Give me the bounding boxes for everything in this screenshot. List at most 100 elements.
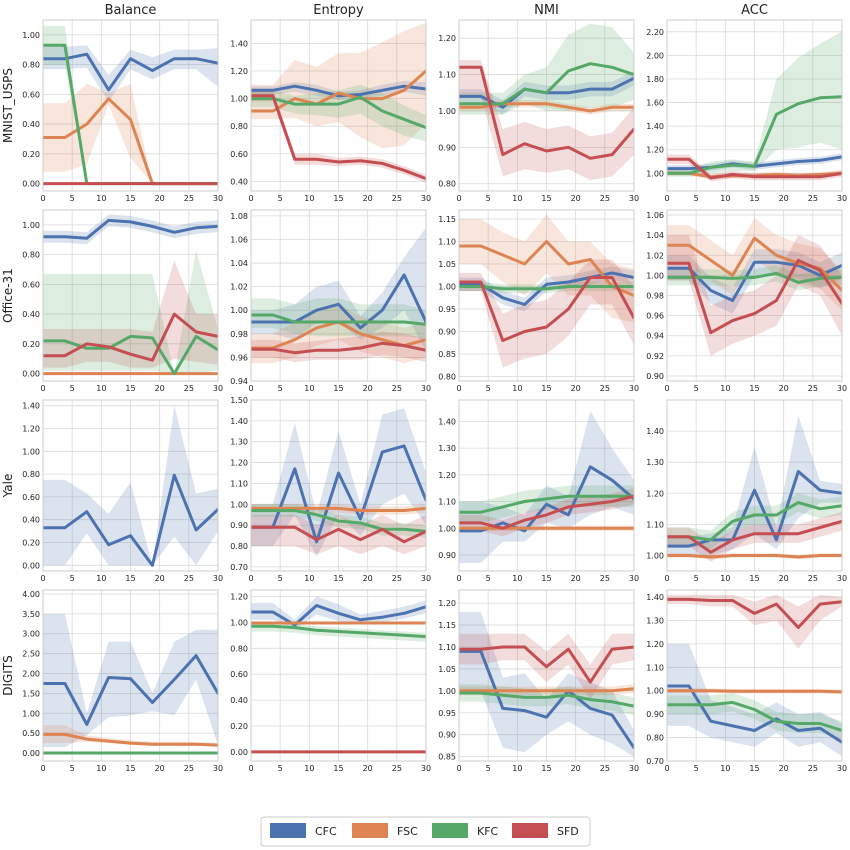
- x-tick-label: 30: [421, 764, 431, 773]
- x-tick-label: 0: [248, 574, 253, 583]
- subplot-2-0: 0 5 10 15 20 25 30 0.00 0.20 0.40 0.60 0.80 1.00 1.20…: [22, 399, 223, 583]
- y-tick-label: 1.08: [230, 212, 248, 221]
- x-tick-label: 0: [456, 764, 461, 773]
- plot-border: [666, 209, 843, 382]
- line-sfd: [459, 494, 634, 530]
- line-fsc: [251, 506, 426, 512]
- x-tick-label: 15: [125, 194, 135, 203]
- x-tick-label: 15: [749, 194, 759, 203]
- y-tick-label: 1.40: [22, 402, 40, 411]
- y-tick-label: 0.00: [22, 561, 40, 570]
- y-tick-label: 1.10: [646, 663, 664, 672]
- x-tick-label: 30: [837, 194, 847, 203]
- y-tick-label: 1.80: [646, 75, 664, 84]
- line-kfc: [459, 494, 634, 514]
- x-tick-label: 5: [70, 194, 75, 203]
- row-labels: MNIST_USPS Office-31 Yale DIGITS: [1, 68, 15, 696]
- line-kfc: [251, 509, 426, 533]
- x-tick-label: 0: [40, 574, 45, 583]
- y-tick-label: 1.00: [438, 283, 456, 292]
- y-tick-label: 0.60: [22, 493, 40, 502]
- y-tick-label: 3.00: [22, 630, 40, 639]
- row-label: Yale: [1, 474, 15, 499]
- y-tick-label: 0.80: [230, 542, 248, 551]
- x-tick-label: 30: [629, 764, 639, 773]
- x-tick-label: 0: [664, 194, 669, 203]
- y-tick-label: 1.40: [646, 122, 664, 131]
- x-tick-label: 20: [779, 574, 789, 583]
- x-tick-label: 10: [720, 384, 730, 393]
- x-tick-label: 0: [248, 194, 253, 203]
- x-tick-label: 25: [808, 574, 818, 583]
- x-tick-label: 30: [213, 194, 223, 203]
- subplot-1-2: 0 5 10 15 20 25 30 0.80 0.85 0.90 0.95 1.00 1.05 1.10…: [438, 209, 639, 393]
- series-layer: [459, 410, 634, 563]
- x-tick-label: 15: [333, 764, 343, 773]
- y-tick-label: 1.00: [22, 221, 40, 230]
- subplot-0-2: 0 5 10 15 20 25 30 0.80 0.90 1.00 1.10 1.20: [438, 19, 639, 203]
- line-kfc: [459, 62, 634, 106]
- legend-entry-sfd: SFD: [512, 823, 579, 838]
- band-cfc: [459, 410, 634, 563]
- y-tick-label: 1.20: [646, 489, 664, 498]
- y-tick-label: 0.20: [22, 150, 40, 159]
- y-tick-label: 0.20: [230, 722, 248, 731]
- x-tick-label: 30: [421, 574, 431, 583]
- series-layer: [43, 405, 218, 567]
- x-tick-label: 15: [333, 384, 343, 393]
- band-kfc: [667, 31, 842, 177]
- line-kfc: [251, 313, 426, 326]
- x-tick-label: 15: [541, 384, 551, 393]
- y-tick-label: 0.90: [230, 521, 248, 530]
- y-tick-label: 2.50: [22, 650, 40, 659]
- line-kfc: [459, 285, 634, 291]
- x-tick-label: 5: [486, 574, 491, 583]
- y-tick-label: 0.90: [646, 372, 664, 381]
- line-cfc: [43, 52, 218, 92]
- y-tick-label: 0.60: [230, 670, 248, 679]
- x-tick-label: 10: [512, 764, 522, 773]
- x-tick-label: 5: [70, 384, 75, 393]
- band-cfc: [459, 611, 634, 757]
- x-tick-label: 0: [40, 384, 45, 393]
- subplot-0-1: 0 5 10 15 20 25 30 0.40 0.60 0.80 1.00 1.20 1.40: [230, 19, 431, 203]
- subplot-0-3: 0 5 10 15 20 25 30 1.00 1.20 1.40 1.60 1.80 2.00 2.20: [646, 19, 847, 203]
- x-tick-label: 30: [837, 764, 847, 773]
- y-tick-label: 1.00: [646, 551, 664, 560]
- y-tick-label: 0.98: [230, 330, 248, 339]
- y-tick-label: 1.10: [438, 643, 456, 652]
- y-tick-label: 0.80: [22, 251, 40, 260]
- column-title: ACC: [741, 3, 768, 18]
- y-tick-label: 1.10: [438, 71, 456, 80]
- x-tick-label: 0: [40, 764, 45, 773]
- y-tick-label: 0.85: [438, 753, 456, 762]
- subplot-2-1: 0 5 10 15 20 25 30 0.70 0.80 0.90 1.00 1.10 1.20 1.30…: [230, 396, 431, 583]
- y-tick-label: 0.60: [230, 150, 248, 159]
- column-titles: Balance Entropy NMI ACC: [105, 3, 768, 18]
- plot-border: [666, 19, 843, 192]
- x-tick-label: 10: [304, 764, 314, 773]
- line-kfc: [251, 95, 426, 130]
- x-tick-label: 25: [392, 574, 402, 583]
- band-fsc: [43, 725, 218, 748]
- y-tick-label: 1.00: [438, 524, 456, 533]
- y-tick-label: 2.00: [646, 51, 664, 60]
- x-tick-label: 5: [278, 574, 283, 583]
- x-tick-label: 15: [541, 574, 551, 583]
- y-tick-label: 0.60: [22, 280, 40, 289]
- line-cfc: [667, 470, 842, 548]
- y-tick-label: 0.40: [22, 516, 40, 525]
- legend-entry-fsc: FSC: [352, 823, 418, 838]
- plot-border: [42, 19, 219, 192]
- x-tick-label: 15: [749, 574, 759, 583]
- x-tick-label: 5: [486, 194, 491, 203]
- y-tick-label: 1.04: [646, 231, 664, 240]
- x-tick-label: 30: [213, 384, 223, 393]
- x-tick-label: 5: [278, 194, 283, 203]
- subplot-grid: 0 5 10 15 20 25 30 0.00 0.20 0.40 0.60 0.80 1.00 0 5 10…: [22, 19, 847, 773]
- series-layer: [43, 613, 218, 755]
- subplot-1-3: 0 5 10 15 20 25 30 0.90 0.92 0.94 0.96 0.98 1.00 1.02…: [646, 209, 847, 393]
- x-tick-label: 20: [363, 194, 373, 203]
- y-tick-label: 1.05: [438, 665, 456, 674]
